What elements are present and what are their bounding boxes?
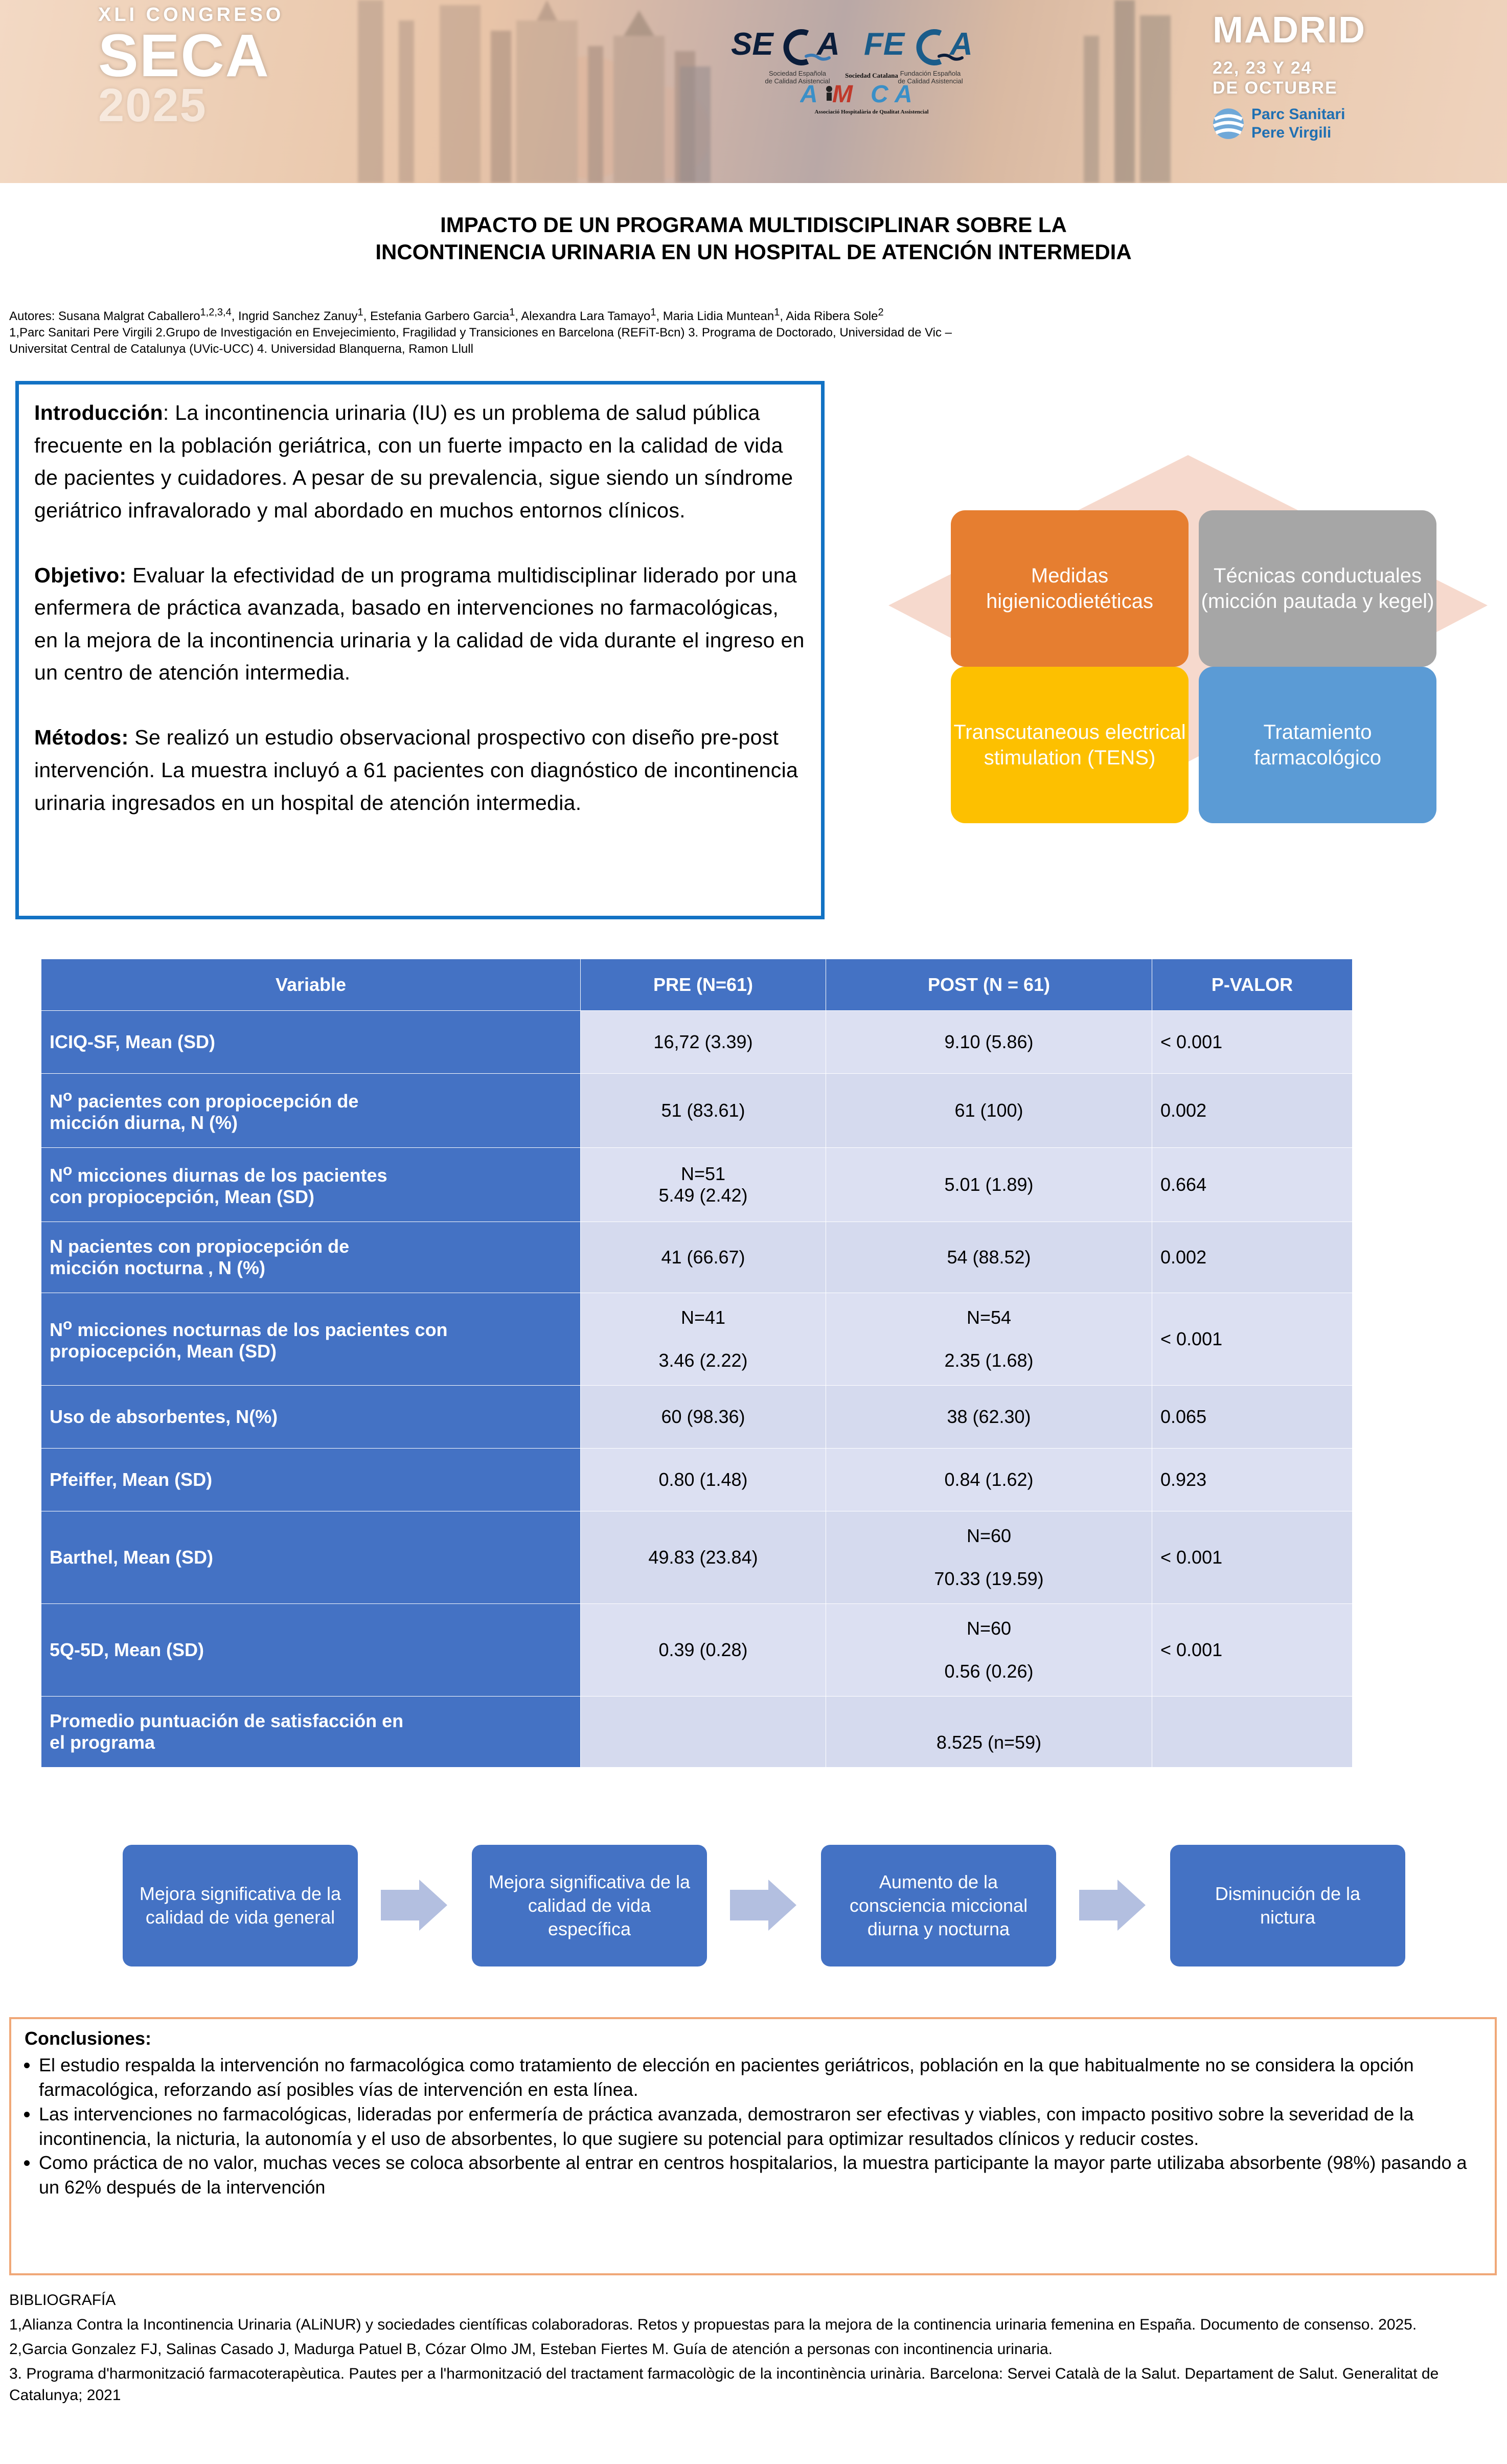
svg-text:M: M [832, 81, 853, 108]
svg-text:C: C [871, 81, 889, 108]
svg-text:A: A [800, 81, 818, 108]
svg-text:SE: SE [731, 27, 774, 62]
svg-text:A: A [894, 81, 912, 108]
svg-text:FE: FE [864, 27, 905, 62]
